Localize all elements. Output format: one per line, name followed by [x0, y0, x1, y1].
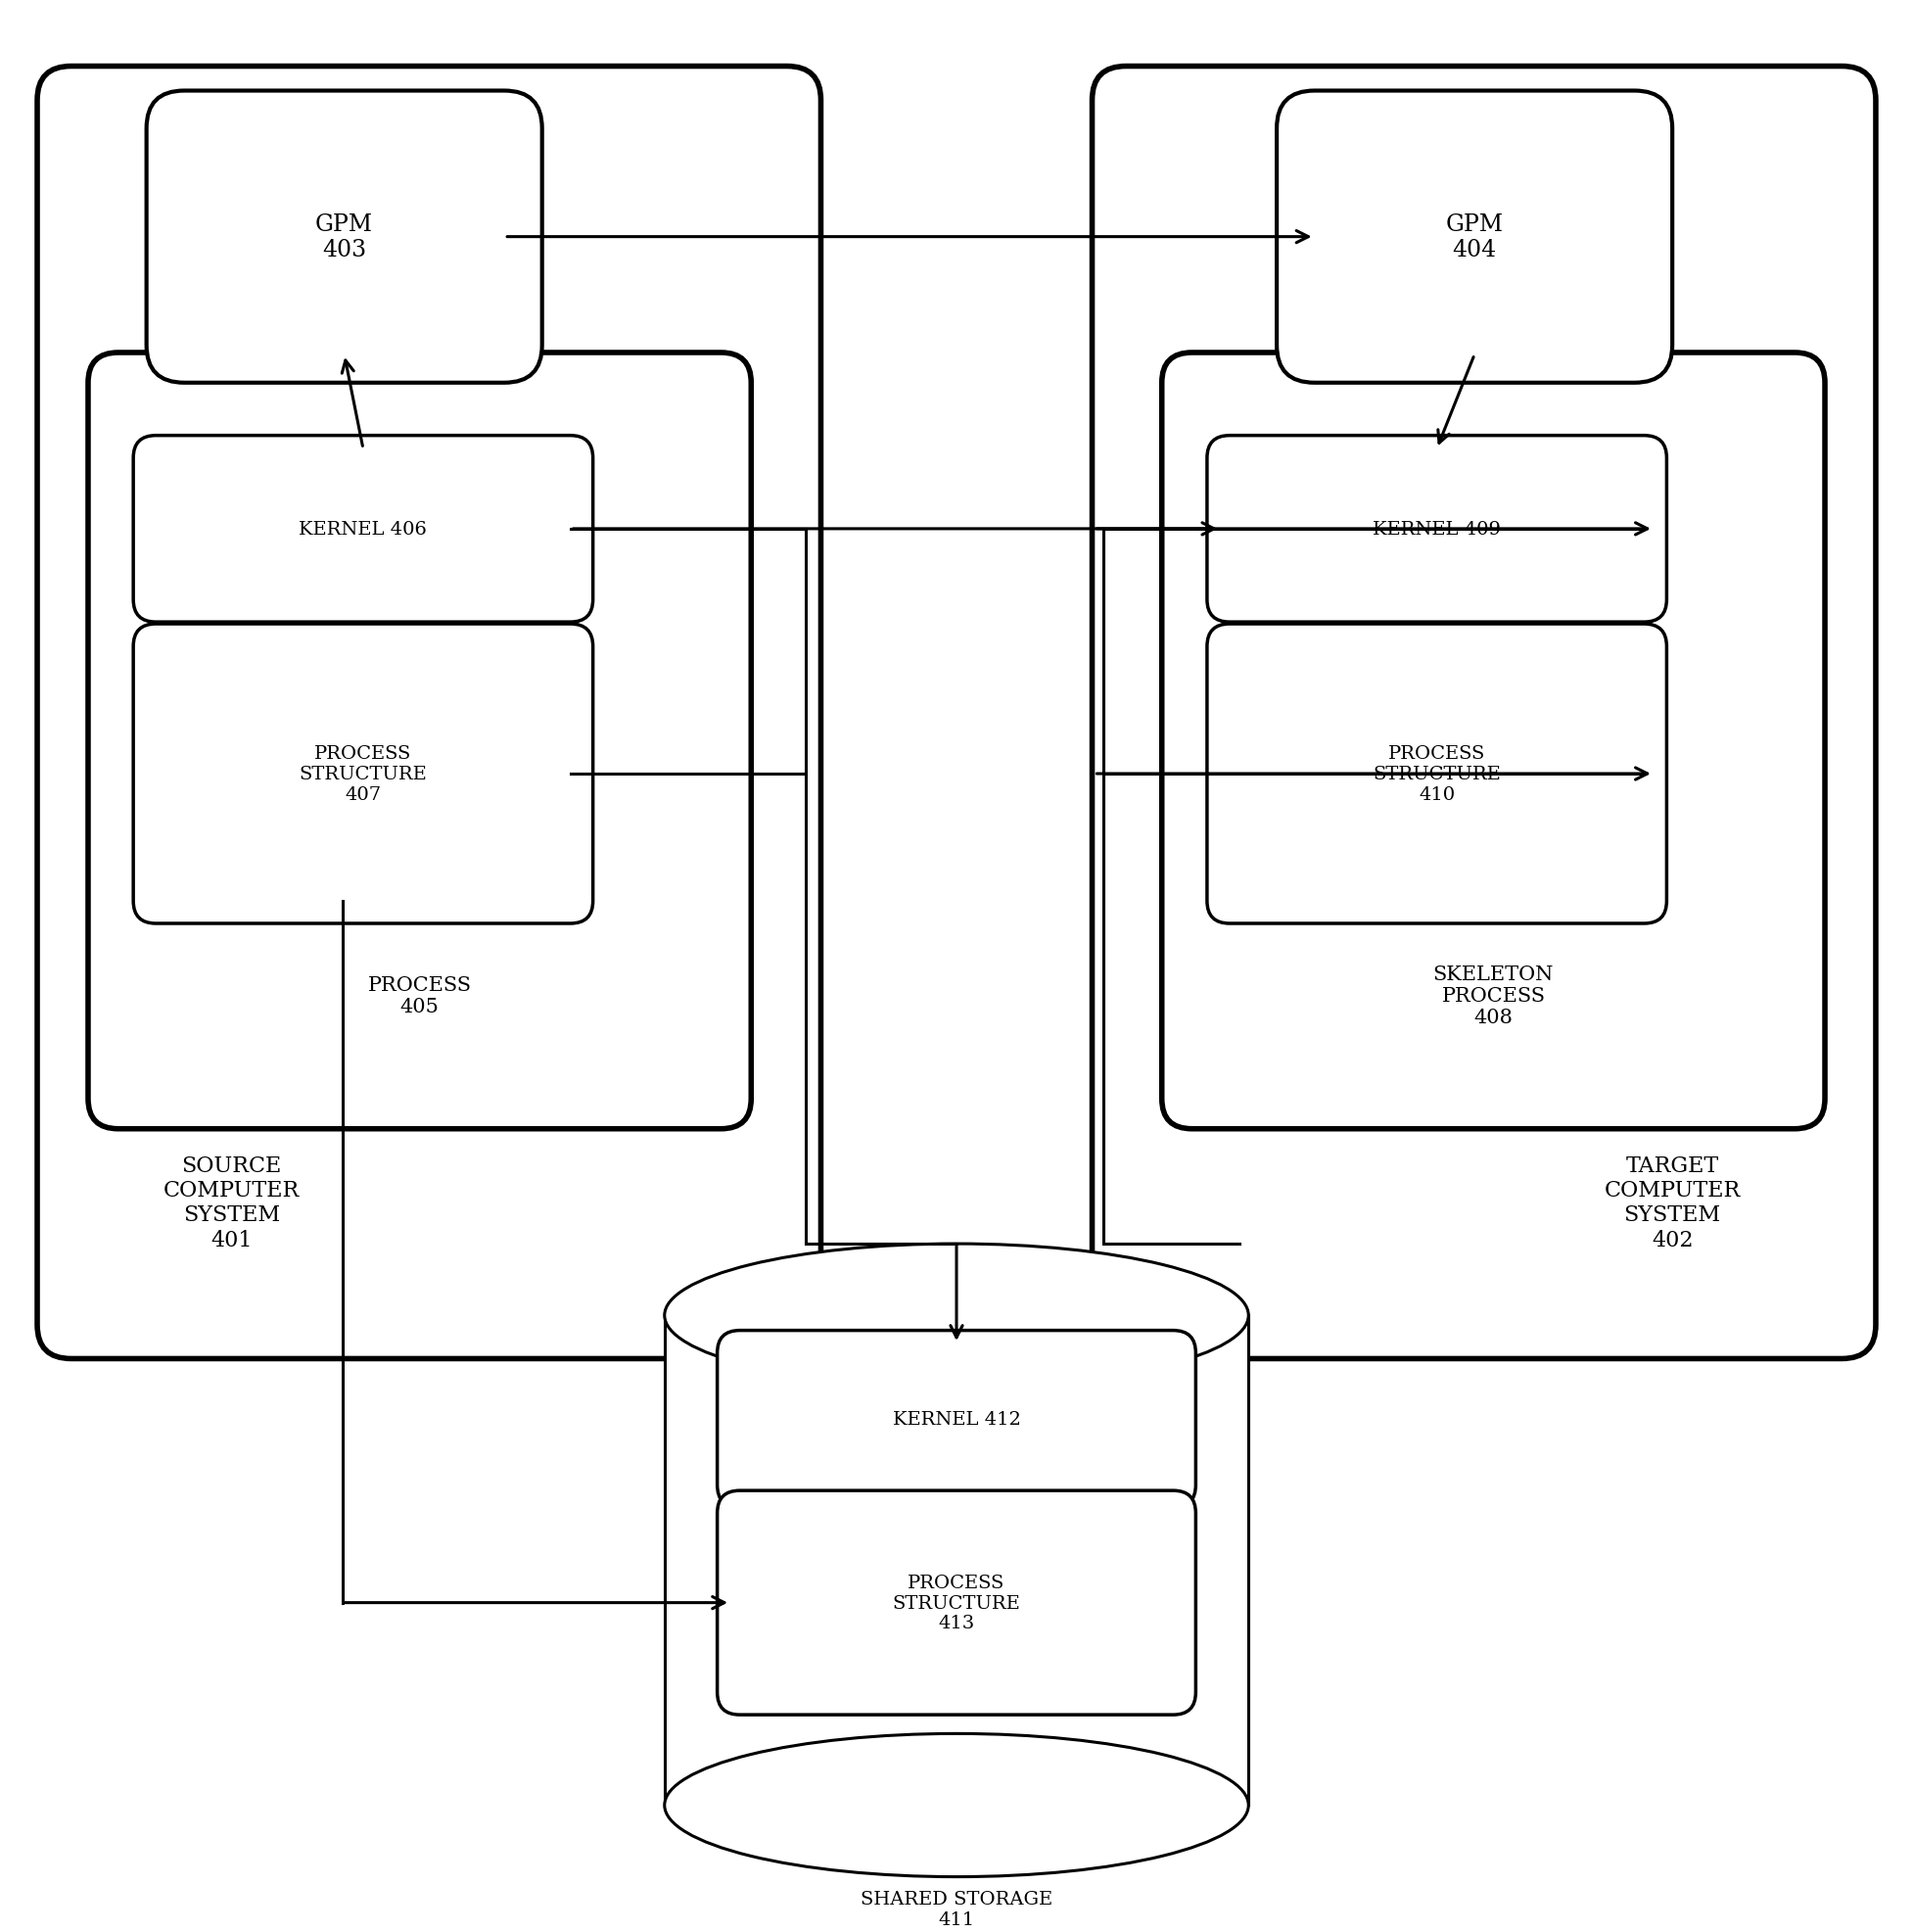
FancyBboxPatch shape — [1207, 437, 1666, 622]
Ellipse shape — [664, 1733, 1249, 1876]
Polygon shape — [664, 1316, 1249, 1804]
Ellipse shape — [664, 1244, 1249, 1387]
FancyBboxPatch shape — [1092, 68, 1877, 1358]
Text: TARGET
COMPUTER
SYSTEM
402: TARGET COMPUTER SYSTEM 402 — [1605, 1155, 1741, 1250]
Text: KERNEL 412: KERNEL 412 — [893, 1410, 1020, 1428]
Text: KERNEL 406: KERNEL 406 — [298, 520, 427, 539]
FancyBboxPatch shape — [1276, 91, 1672, 383]
Text: PROCESS
STRUCTURE
410: PROCESS STRUCTURE 410 — [1374, 746, 1502, 804]
Text: GPM
403: GPM 403 — [316, 213, 373, 261]
FancyBboxPatch shape — [134, 624, 593, 923]
Text: SOURCE
COMPUTER
SYSTEM
401: SOURCE COMPUTER SYSTEM 401 — [163, 1155, 300, 1250]
Text: SHARED STORAGE
411: SHARED STORAGE 411 — [861, 1889, 1052, 1928]
FancyBboxPatch shape — [147, 91, 541, 383]
FancyBboxPatch shape — [36, 68, 821, 1358]
FancyBboxPatch shape — [1161, 354, 1825, 1128]
Text: PROCESS
405: PROCESS 405 — [367, 976, 471, 1016]
Text: PROCESS
STRUCTURE
413: PROCESS STRUCTURE 413 — [893, 1575, 1020, 1633]
FancyBboxPatch shape — [134, 437, 593, 622]
Text: PROCESS
STRUCTURE
407: PROCESS STRUCTURE 407 — [298, 746, 427, 804]
FancyBboxPatch shape — [717, 1492, 1196, 1716]
Text: GPM
404: GPM 404 — [1446, 213, 1504, 261]
Text: KERNEL 409: KERNEL 409 — [1374, 520, 1502, 539]
Text: SKELETON
PROCESS
408: SKELETON PROCESS 408 — [1433, 964, 1553, 1026]
FancyBboxPatch shape — [1207, 624, 1666, 923]
FancyBboxPatch shape — [717, 1331, 1196, 1507]
FancyBboxPatch shape — [88, 354, 752, 1128]
